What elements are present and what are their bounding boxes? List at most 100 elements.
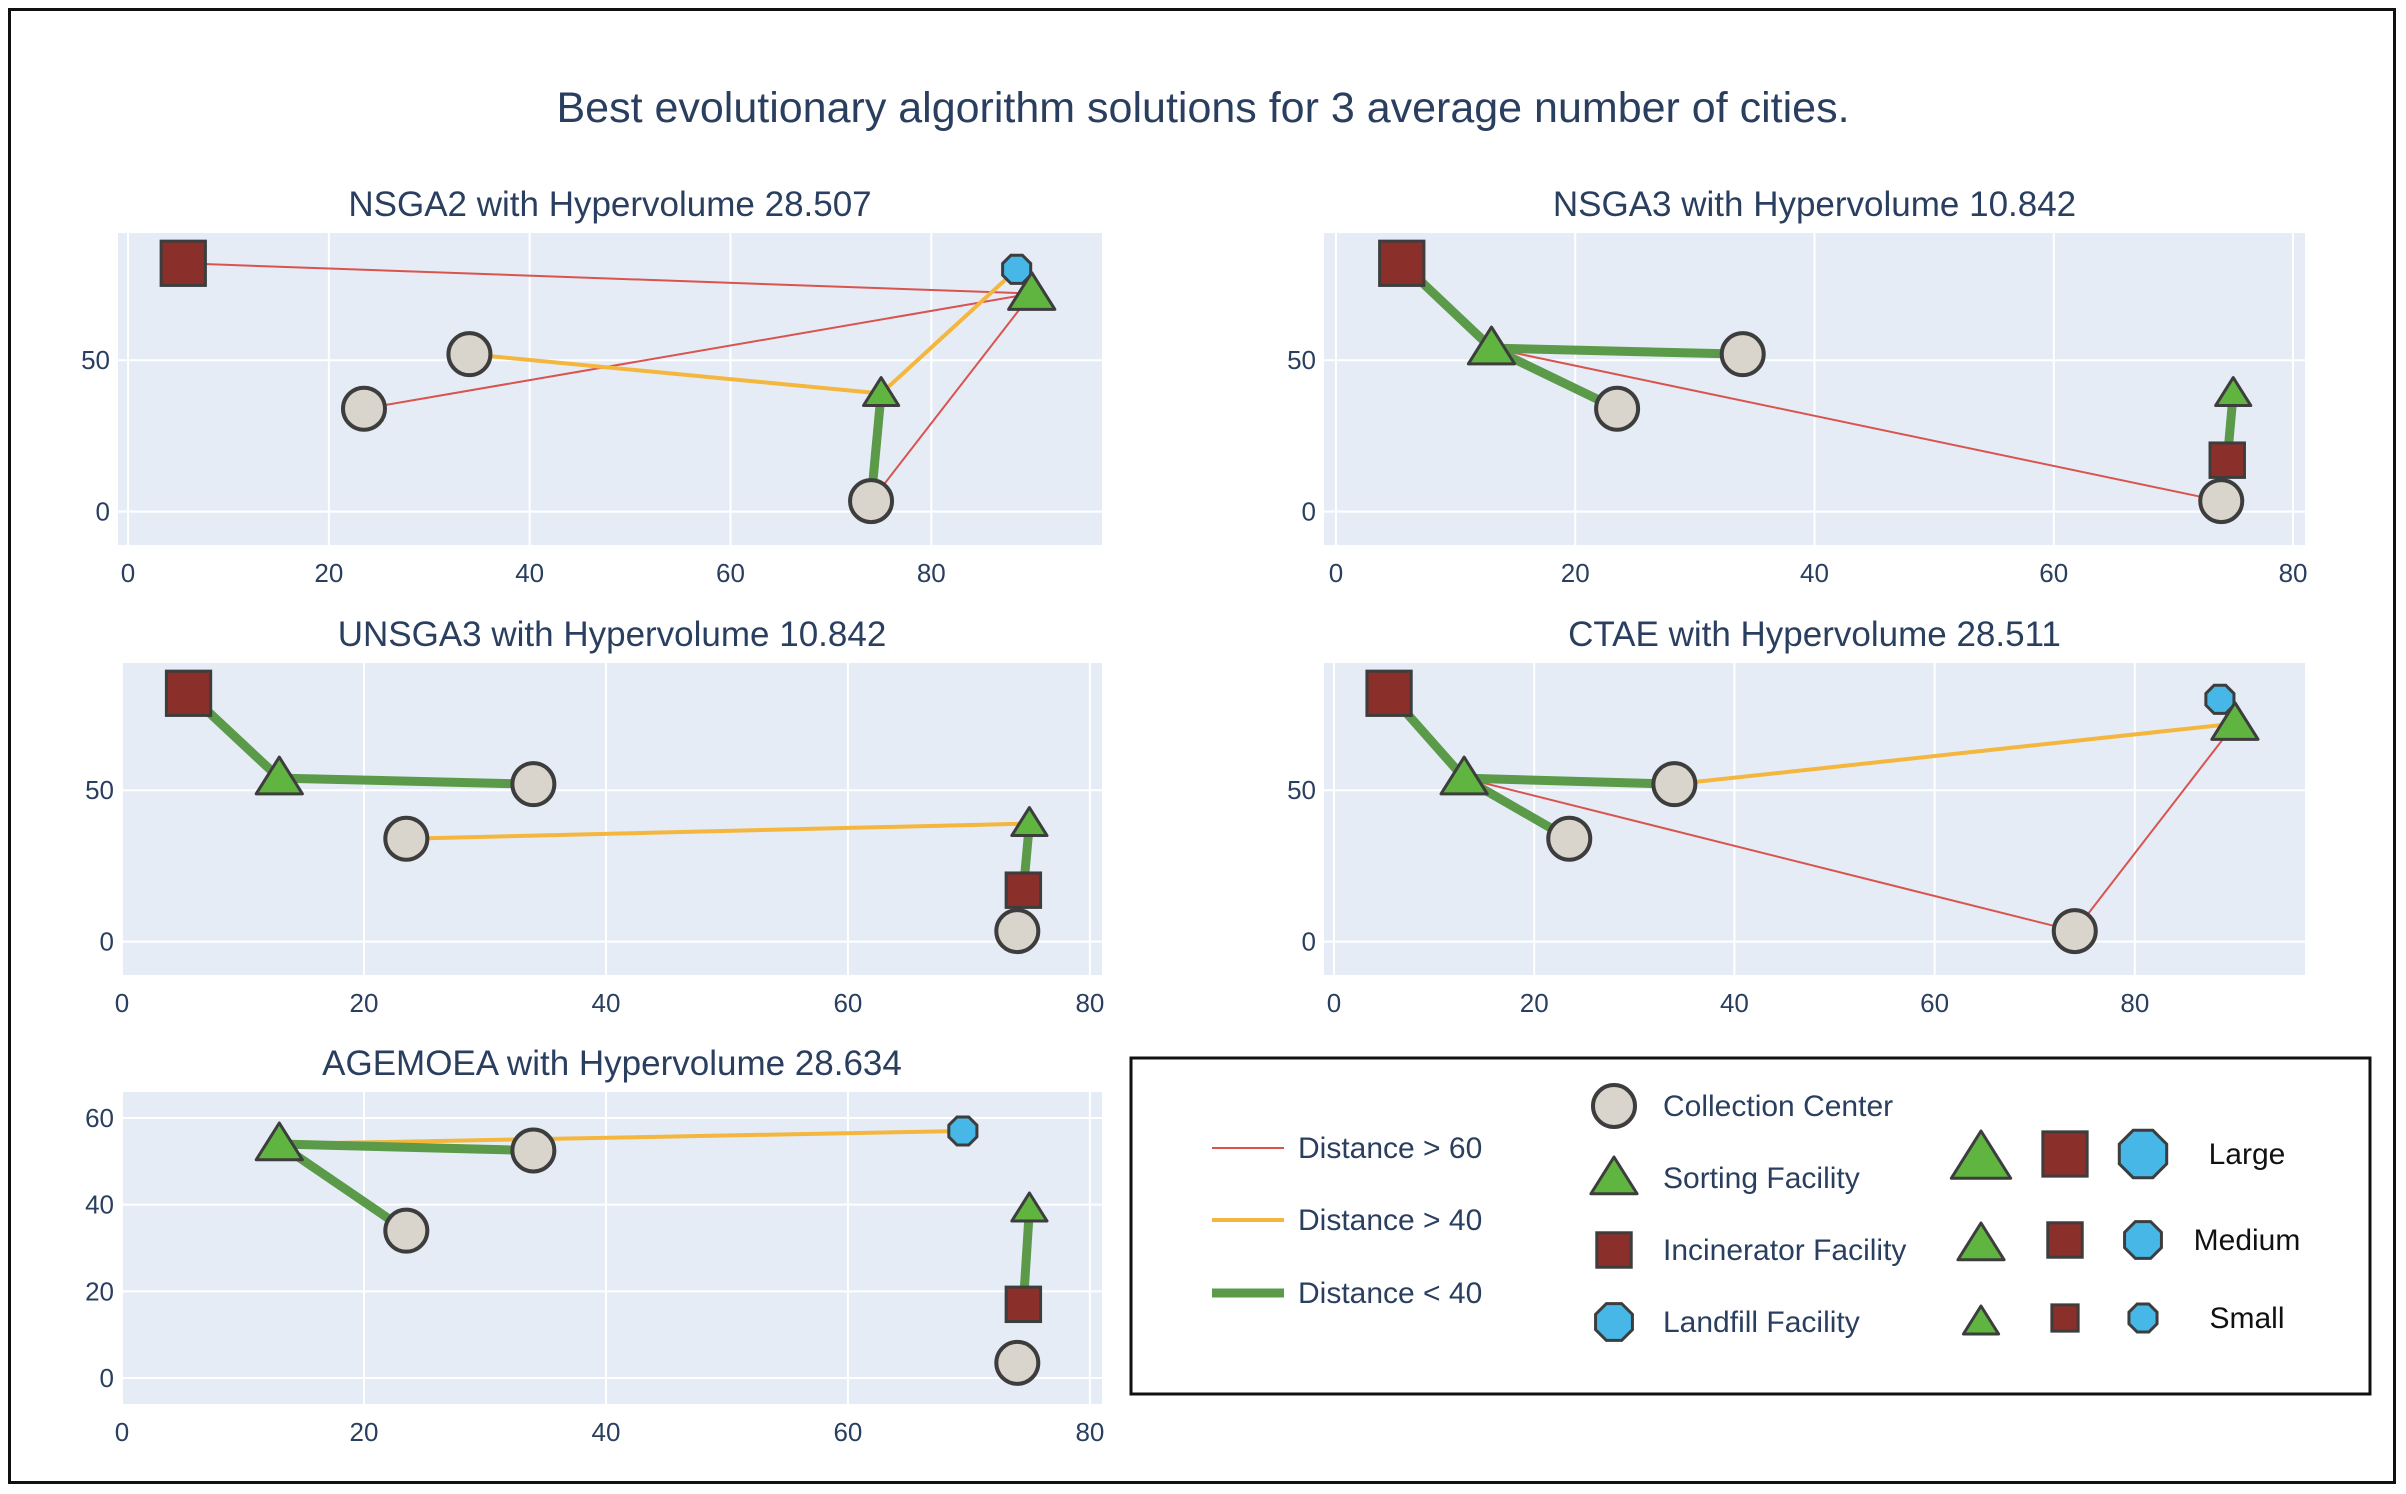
subplot-1: 0 20 40 60 80 0 50 NSGA2 with Hypervolume 28.50… bbox=[81, 185, 1102, 588]
landfill-facility-marker bbox=[947, 1115, 979, 1147]
link-gt60 bbox=[2073, 722, 2236, 932]
sorting-facility-marker-legend bbox=[1589, 1155, 1639, 1196]
x-tick-label: 80 bbox=[1075, 988, 1104, 1018]
x-tick-label: 60 bbox=[833, 988, 862, 1018]
sorting-facility-marker bbox=[2210, 701, 2260, 741]
x-tick-label: 60 bbox=[716, 558, 745, 588]
incinerator-facility-marker bbox=[1378, 239, 1426, 287]
x-tick-label: 60 bbox=[2039, 558, 2068, 588]
legend-facility-label: Collection Center bbox=[1663, 1090, 1893, 1123]
legend-size-label: Small bbox=[2209, 1302, 2284, 1335]
subplot-2: 0 20 40 60 80 0 50 NSGA3 with Hypervolume 10.84… bbox=[1287, 185, 2307, 588]
y-tick-label: 0 bbox=[100, 1363, 114, 1393]
subplot-title: NSGA2 with Hypervolume 28.507 bbox=[348, 185, 871, 224]
legend: Distance > 60 Distance > 40 Distance < 40 C… bbox=[1129, 1056, 2372, 1396]
legend-line-label: Distance > 60 bbox=[1298, 1132, 1482, 1165]
subplot-3: 0 20 40 60 80 0 50 UNSGA3 with Hypervolume 10.8… bbox=[85, 615, 1104, 1018]
link-gt60 bbox=[870, 292, 1033, 502]
collection-center-marker bbox=[2198, 478, 2245, 525]
collection-center-marker bbox=[2051, 908, 2098, 955]
legend-line-label: Distance < 40 bbox=[1298, 1277, 1482, 1310]
y-tick-label: 20 bbox=[85, 1276, 114, 1306]
collection-center-marker bbox=[383, 1207, 430, 1254]
legend-box bbox=[1129, 1056, 2372, 1396]
link-gt60 bbox=[183, 262, 1032, 295]
x-tick-label: 20 bbox=[350, 988, 379, 1018]
y-tick-label: 40 bbox=[85, 1190, 114, 1220]
subplot-4: 0 20 40 60 80 0 50 CTAE with Hypervolume 28.511 bbox=[1287, 615, 2305, 1018]
x-tick-label: 0 bbox=[115, 1417, 129, 1447]
legend-facility-label: Landfill Facility bbox=[1663, 1306, 1860, 1339]
sorting-facility-marker bbox=[254, 1121, 304, 1162]
x-tick-label: 0 bbox=[1329, 558, 1343, 588]
subplot-title: UNSGA3 with Hypervolume 10.842 bbox=[338, 615, 887, 654]
x-tick-label: 60 bbox=[1920, 988, 1949, 1018]
x-tick-label: 20 bbox=[1561, 558, 1590, 588]
x-tick-label: 0 bbox=[121, 558, 135, 588]
legend-size-label: Large bbox=[2209, 1138, 2286, 1171]
sorting-facility-marker bbox=[1010, 1191, 1049, 1223]
y-tick-label: 0 bbox=[100, 927, 114, 957]
sorting-facility-marker bbox=[1010, 806, 1049, 838]
y-tick-label: 60 bbox=[85, 1103, 114, 1133]
y-tick-label: 50 bbox=[85, 775, 114, 805]
x-tick-label: 60 bbox=[833, 1417, 862, 1447]
link-gt40 bbox=[879, 267, 1019, 396]
landfill-facility-marker bbox=[1001, 253, 1033, 285]
collection-center-marker bbox=[341, 385, 387, 432]
collection-center-marker bbox=[1719, 331, 1766, 378]
link-gt40 bbox=[406, 821, 1030, 841]
x-tick-label: 40 bbox=[1720, 988, 1749, 1018]
sorting-facility-marker-size-large bbox=[1949, 1129, 2013, 1180]
x-tick-label: 20 bbox=[350, 1417, 379, 1447]
sorting-facility-marker bbox=[1007, 271, 1057, 311]
link-gt40 bbox=[469, 352, 882, 396]
incinerator-facility-marker bbox=[164, 669, 213, 717]
figure-border bbox=[8, 8, 2396, 1484]
figure-title: Best evolutionary algorithm solutions fo… bbox=[556, 84, 1850, 132]
link-lt40 bbox=[279, 773, 534, 789]
x-tick-label: 0 bbox=[1327, 988, 1341, 1018]
collection-center-marker bbox=[994, 1339, 1041, 1386]
incinerator-facility-marker bbox=[1004, 1285, 1043, 1324]
x-tick-label: 80 bbox=[1075, 1417, 1104, 1447]
collection-center-marker bbox=[848, 478, 895, 525]
collection-center-marker bbox=[510, 761, 557, 808]
link-gt40 bbox=[1674, 721, 2236, 787]
link-lt40 bbox=[1464, 773, 1675, 789]
x-tick-label: 0 bbox=[115, 988, 129, 1018]
incinerator-facility-marker-size-medium bbox=[2046, 1221, 2084, 1259]
incinerator-facility-marker-size-small bbox=[2050, 1303, 2080, 1333]
landfill-facility-marker bbox=[2204, 683, 2236, 715]
collection-center-marker bbox=[510, 1127, 557, 1174]
x-tick-label: 20 bbox=[1520, 988, 1549, 1018]
plot-background bbox=[118, 233, 1102, 545]
legend-facility-label: Incinerator Facility bbox=[1663, 1234, 1906, 1267]
x-tick-label: 40 bbox=[591, 988, 620, 1018]
sorting-facility-marker bbox=[1439, 755, 1489, 796]
incinerator-facility-marker-size-large bbox=[2041, 1130, 2089, 1178]
subplot-title: NSGA3 with Hypervolume 10.842 bbox=[1553, 185, 2076, 224]
x-tick-label: 80 bbox=[917, 558, 946, 588]
x-tick-label: 20 bbox=[314, 558, 343, 588]
incinerator-facility-marker bbox=[1365, 669, 1413, 717]
legend-facility-label: Sorting Facility bbox=[1663, 1162, 1860, 1195]
link-gt60 bbox=[1463, 777, 2076, 933]
y-tick-label: 0 bbox=[1302, 927, 1316, 957]
collection-center-marker bbox=[1546, 815, 1593, 862]
x-tick-label: 80 bbox=[2120, 988, 2149, 1018]
subplot-5: 0 20 40 60 80 0 20 40 60 AGEMOEA with Hypervolume… bbox=[85, 1044, 1104, 1447]
subplot-title: AGEMOEA with Hypervolume 28.634 bbox=[322, 1044, 902, 1083]
x-tick-label: 80 bbox=[2279, 558, 2308, 588]
landfill-facility-marker-legend bbox=[1594, 1302, 1634, 1342]
collection-center-marker bbox=[1651, 761, 1698, 808]
y-tick-label: 0 bbox=[1302, 497, 1316, 527]
x-tick-label: 40 bbox=[591, 1417, 620, 1447]
collection-center-marker bbox=[383, 815, 430, 862]
sorting-facility-marker-size-small bbox=[1961, 1304, 2001, 1336]
y-tick-label: 50 bbox=[1287, 345, 1316, 375]
plot-background bbox=[122, 663, 1102, 975]
x-tick-label: 40 bbox=[1800, 558, 1829, 588]
